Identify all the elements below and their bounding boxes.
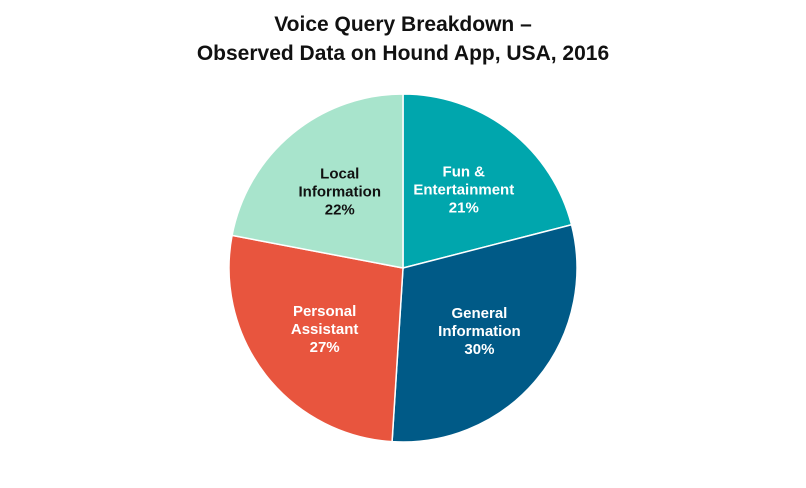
pie-slice-value-2: 27%: [310, 339, 340, 356]
pie-slice-label-2: Personal Assistant 27%: [291, 303, 359, 356]
pie-slice-value-3: 22%: [325, 202, 355, 219]
pie-slice-label-0: Fun & Entertainment 21%: [413, 164, 514, 217]
pie-slice-2: [228, 234, 404, 443]
pie-slice-label-line-3-0: Local: [320, 166, 359, 183]
pie-slice-label-line-1-0: General: [451, 305, 507, 322]
pie-slice-label-line-2-1: Assistant: [291, 321, 359, 338]
chart-title-line-2: Observed Data on Hound App, USA, 2016: [196, 42, 610, 65]
pie-slice-label-1: General Information 30%: [438, 305, 521, 358]
pie-slice-value-1: 30%: [464, 341, 494, 358]
pie-slice-1: [391, 223, 578, 443]
pie-slice-label-line-0-0: Fun &: [443, 164, 486, 181]
pie-slice-value-0: 21%: [449, 200, 479, 217]
pie-slice-label-line-0-1: Entertainment: [413, 182, 514, 199]
pie-slice-label-line-3-1: Information: [299, 184, 382, 201]
pie-slice-0: [402, 93, 573, 269]
pie-slice-label-3: Local Information 22%: [299, 166, 382, 219]
chart-title: Voice Query Breakdown – Observed Data on…: [0, 10, 806, 68]
pie-slice-label-line-2-0: Personal: [293, 303, 356, 320]
chart-title-line-1: Voice Query Breakdown –: [274, 13, 532, 36]
pie-slice-label-line-1-1: Information: [438, 323, 521, 340]
pie-slice-3: [231, 93, 404, 269]
